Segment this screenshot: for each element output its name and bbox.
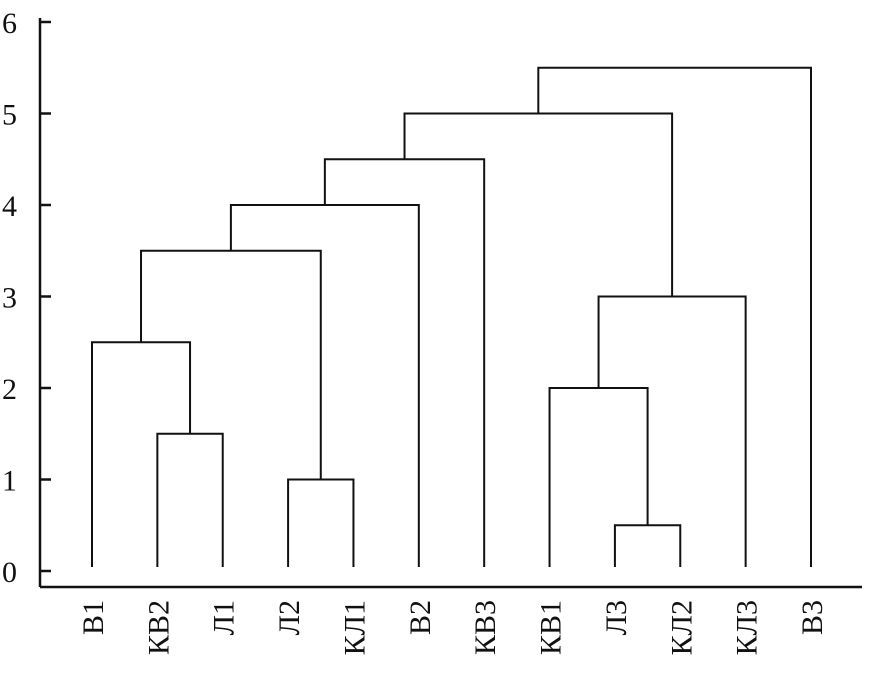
y-tick-label: 4: [2, 190, 17, 223]
dendrogram-link: [323, 158, 486, 567]
dendrogram-link: [229, 204, 420, 567]
dendrogram-link: [287, 478, 355, 567]
y-tick-label: 6: [2, 7, 17, 40]
leaf-label: В1: [77, 600, 110, 635]
leaf-label: КВ3: [469, 600, 502, 655]
dendrogram-link: [140, 249, 322, 480]
dendrogram-link: [403, 112, 674, 297]
leaf-label: Л3: [600, 600, 633, 635]
y-tick-label: 5: [2, 99, 17, 132]
dendrogram-link: [91, 341, 192, 567]
dendrogram-link: [613, 524, 682, 567]
leaf-label: КВ2: [142, 600, 175, 655]
leaf-label: В2: [404, 600, 437, 635]
leaf-label: КЛ3: [731, 600, 764, 655]
leaf-label: КЛ1: [338, 600, 371, 655]
leaf-label: КЛ2: [665, 600, 698, 655]
leaf-label: Л2: [273, 600, 306, 635]
y-tick-label: 0: [2, 556, 17, 589]
dendrogram-link: [156, 432, 224, 567]
dendrogram-link: [537, 66, 812, 567]
leaf-label: Л1: [208, 600, 241, 635]
y-tick-label: 3: [2, 282, 17, 315]
leaf-label: В3: [796, 600, 829, 635]
leaf-label: КВ1: [535, 600, 568, 655]
y-tick-label: 1: [2, 465, 17, 498]
y-tick-label: 2: [2, 373, 17, 406]
dendrogram-link: [548, 387, 649, 567]
dendrogram-link: [597, 295, 747, 567]
